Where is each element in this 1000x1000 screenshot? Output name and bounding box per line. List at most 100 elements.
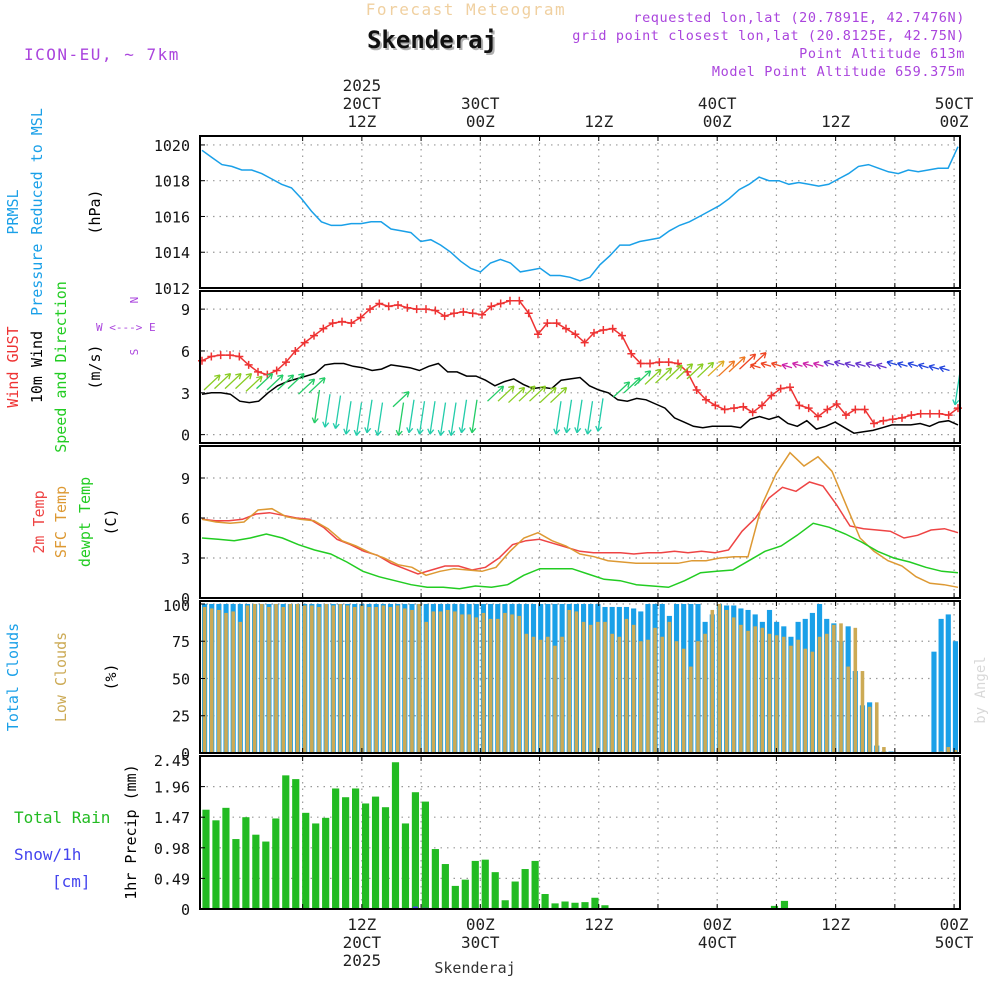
y-tick-label: 1.96 [154,779,190,797]
wind-arrow [686,363,704,380]
wind-arrow [376,402,384,436]
y-tick-label: 9 [181,470,190,488]
wind-arrow [497,385,515,402]
wind-arrow [613,381,630,398]
gust-marker [935,409,944,418]
wind-arrow [224,373,242,390]
wind-arrow-head [364,427,372,434]
wind-arrow [939,366,950,372]
gust-marker [440,312,449,321]
top-time-label: 12Z [347,112,376,131]
gust-marker [692,386,701,395]
wind-arrow [597,398,604,432]
series-bar [424,621,429,753]
wind-arrow-head [739,356,746,363]
series-bar [281,606,286,753]
series-bar [796,639,800,753]
series-bar [481,612,486,753]
wind-arrow-head [844,361,851,369]
series-bar [345,605,350,753]
model-label: ICON-EU, ~ 7km [24,45,180,64]
gust-marker [804,404,813,413]
series-bar [782,636,786,753]
wind-arrow-head [416,428,424,435]
wind-arrow-head [406,427,414,434]
series-bar [521,869,529,909]
panel-label: 2m Temp [30,490,48,553]
gust-marker [664,358,673,367]
gust-marker [702,395,710,404]
wind-arrow-head [437,429,445,436]
gust-marker [599,326,608,335]
series-bar [538,639,543,753]
bottom-time-label: 00Z [466,915,495,934]
wind-arrow-head [508,385,515,392]
series-bar [839,623,843,753]
wind-arrow-head [697,363,704,370]
gust-marker [618,331,626,340]
gust-marker [524,309,533,318]
wind-arrow [439,402,447,436]
series-bar [696,641,700,753]
gust-marker [879,416,888,425]
precip-label-rain: Total Rain [14,808,110,827]
y-tick-label: 0.49 [154,870,190,888]
wind-arrow [277,374,294,391]
wind-arrow-head [718,360,725,367]
gust-marker [356,313,365,322]
series-bar [295,603,300,753]
wind-arrow [634,370,651,387]
series-bar [238,621,243,753]
gust-marker [870,419,878,428]
compass-n: N [128,297,141,304]
wind-arrow-head [665,367,673,374]
series-bar [531,636,536,753]
wind-arrow-head [298,372,305,380]
series-bar [581,902,589,909]
series-bar [860,671,865,753]
series-bar [760,627,765,753]
series-bar [231,611,235,753]
gust-marker [459,307,468,316]
wind-arrow-head [448,429,456,436]
top-time-label: 12Z [821,112,850,131]
wind-arrow-head [497,385,505,392]
wind-arrow [918,364,929,369]
gust-marker [338,317,346,326]
wind-arrow [697,361,714,378]
wind-arrow-head [311,417,319,424]
top-time-label: 12Z [584,112,613,131]
gust-marker [496,299,505,308]
panel-frame [199,445,961,599]
wind-arrow [844,362,856,367]
series-bar [361,803,370,909]
gust-marker [552,319,561,328]
panel-frame [199,600,961,754]
gust-marker [207,352,216,361]
series-bar [412,906,418,909]
series-bar [212,820,220,909]
gust-marker [384,302,393,311]
wind-arrow [471,399,478,433]
series-bar [451,885,459,909]
series-bar [331,605,336,753]
panel-label: Wind GUST [4,326,22,407]
wind-arrow [460,399,468,433]
series-bar [567,609,572,753]
gust-marker [571,330,580,339]
wind-arrow-head [676,364,683,372]
series-bar [431,849,439,909]
model-point-altitude: Model Point Altitude 659.375m [712,64,965,80]
wind-arrow [550,387,567,404]
gust-marker [898,413,906,422]
wind-arrow [366,399,373,433]
series-bar [588,624,593,753]
gust-marker [450,309,458,318]
wind-arrow [539,387,557,404]
gust-marker [515,296,524,305]
wind-arrow [586,401,594,435]
wind-arrow [487,385,504,402]
wind-arrow [418,401,426,435]
series-bar [388,606,393,753]
wind-arrow-head [553,428,561,435]
